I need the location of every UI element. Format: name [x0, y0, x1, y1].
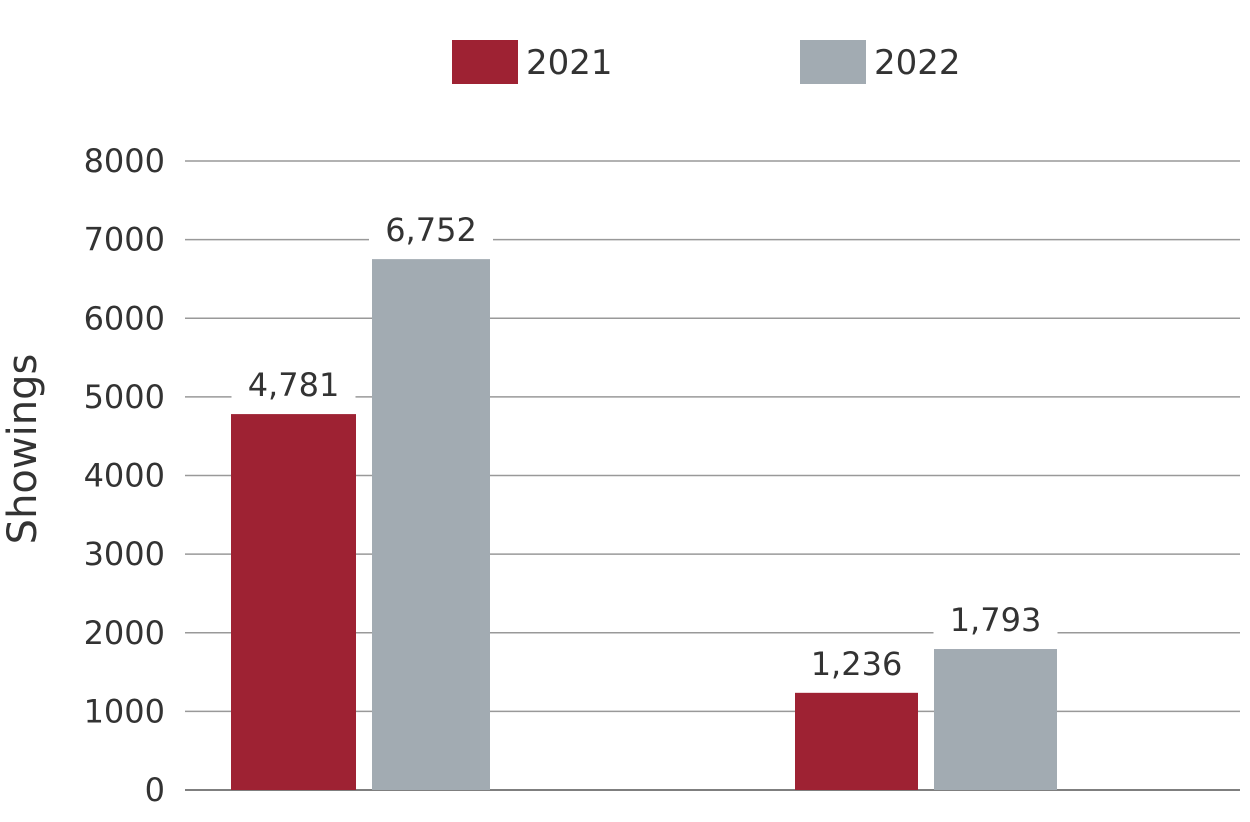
y-axis-label: Showings — [0, 354, 46, 545]
gridlines — [185, 160, 1240, 791]
data-label-2021-0: 4,781 — [248, 366, 340, 404]
data-label-2022-1: 1,793 — [950, 601, 1042, 639]
y-tick-label-7000: 7000 — [84, 221, 165, 259]
data-label-2022-0: 6,752 — [385, 211, 477, 249]
y-tick-label-3000: 3000 — [84, 535, 165, 573]
data-label-bg — [933, 599, 1058, 640]
y-tick-label-5000: 5000 — [84, 378, 165, 416]
data-label-bg — [369, 209, 493, 250]
data-label-bg — [794, 642, 919, 683]
y-tick-labels: 0 1000 2000 3000 4000 5000 6000 7000 8000 — [84, 142, 165, 809]
y-tick-label-8000: 8000 — [84, 142, 165, 180]
y-tick-label-0: 0 — [145, 771, 165, 809]
legend-label-2021: 2021 — [526, 43, 613, 83]
data-labels: 4,781 1,236 6,752 1,793 — [231, 209, 1058, 683]
legend-label-2022: 2022 — [874, 43, 961, 83]
data-label-bg — [231, 364, 356, 405]
legend-swatch-2021 — [452, 40, 518, 84]
bar-2022-0 — [372, 259, 490, 790]
bar-2021-1 — [795, 692, 918, 790]
y-tick-label-6000: 6000 — [84, 299, 165, 337]
y-tick-label-2000: 2000 — [84, 614, 165, 652]
bar-2022-1 — [934, 649, 1057, 790]
legend-swatch-2022 — [800, 40, 866, 84]
data-label-2021-1: 1,236 — [811, 645, 903, 683]
bars — [231, 259, 1057, 790]
y-tick-label-4000: 4000 — [84, 457, 165, 495]
legend: 2021 2022 — [452, 40, 961, 84]
y-tick-label-1000: 1000 — [84, 692, 165, 730]
bar-2021-0 — [231, 414, 356, 790]
